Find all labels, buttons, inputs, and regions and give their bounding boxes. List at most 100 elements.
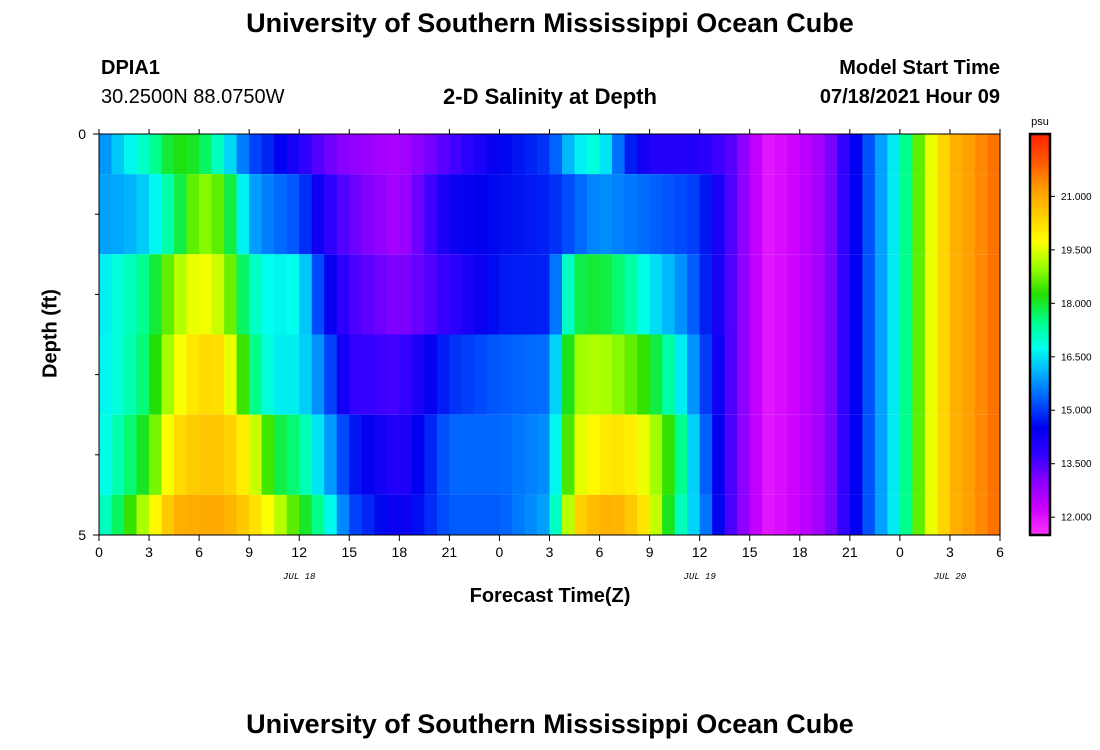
heatmap-cell	[974, 174, 989, 255]
heatmap-cell	[111, 334, 125, 415]
heatmap-cell	[962, 134, 976, 175]
heatmap-cell	[136, 414, 150, 495]
heatmap-cell	[887, 174, 901, 255]
heatmap-cell	[111, 254, 125, 335]
heatmap-cell	[199, 134, 213, 175]
heatmap-cell	[549, 254, 563, 335]
heatmap-cell	[637, 414, 651, 495]
heatmap-cell	[111, 414, 125, 495]
heatmap-cell	[674, 414, 688, 495]
heatmap-cells	[99, 134, 1001, 535]
heatmap-cell	[712, 334, 726, 415]
heatmap-cell	[274, 494, 288, 535]
heatmap-cell	[912, 134, 926, 175]
heatmap-cell	[924, 174, 939, 255]
heatmap-cell	[637, 494, 651, 535]
heatmap-cell	[524, 414, 538, 495]
heatmap-cell	[249, 134, 263, 175]
heatmap-cell	[499, 174, 513, 255]
heatmap-cell	[449, 254, 463, 335]
heatmap-cell	[637, 134, 651, 175]
heatmap-cell	[787, 174, 801, 255]
heatmap-cell	[99, 134, 113, 175]
heatmap-cell	[461, 494, 476, 535]
colorbar-label: 13.500	[1061, 459, 1092, 470]
heatmap-cell	[474, 494, 488, 535]
heatmap-cell	[411, 494, 425, 535]
heatmap-cell	[899, 494, 913, 535]
heatmap-cell	[899, 414, 913, 495]
heatmap-cell	[912, 494, 926, 535]
heatmap-cell	[837, 414, 851, 495]
heatmap-cell	[687, 254, 701, 335]
heatmap-cell	[324, 134, 338, 175]
heatmap-cell	[411, 414, 425, 495]
heatmap-cell	[974, 254, 989, 335]
heatmap-cell	[486, 334, 501, 415]
heatmap-cell	[236, 414, 250, 495]
heatmap-cell	[386, 254, 400, 335]
heatmap-cell	[724, 134, 738, 175]
heatmap-cell	[311, 174, 325, 255]
heatmap-cell	[136, 254, 150, 335]
heatmap-cell	[349, 494, 363, 535]
heatmap-cell	[349, 134, 363, 175]
heatmap-cell	[737, 414, 751, 495]
x-axis-label: Forecast Time(Z)	[469, 585, 631, 607]
heatmap-cell	[361, 414, 375, 495]
heatmap-cell	[274, 134, 288, 175]
heatmap-cell	[987, 414, 1001, 495]
heatmap-cell	[562, 134, 576, 175]
heatmap-cell	[624, 414, 638, 495]
heatmap-cell	[599, 254, 613, 335]
heatmap-cell	[749, 134, 763, 175]
heatmap-cell	[849, 494, 863, 535]
heatmap-cell	[436, 414, 450, 495]
heatmap-cell	[349, 334, 363, 415]
heatmap-cell	[824, 334, 838, 415]
heatmap-cell	[299, 414, 313, 495]
heatmap-cell	[274, 334, 288, 415]
heatmap-cell	[549, 334, 563, 415]
plot-title: 2-D Salinity at Depth	[443, 84, 657, 109]
heatmap-cell	[887, 334, 901, 415]
heatmap-cell	[712, 174, 726, 255]
heatmap-cell	[724, 494, 738, 535]
heatmap-cell	[224, 414, 238, 495]
heatmap-cell	[199, 414, 213, 495]
heatmap-cell	[111, 134, 125, 175]
heatmap-cell	[411, 254, 425, 335]
heatmap-cell	[149, 494, 163, 535]
x-tick-label: 12	[692, 544, 708, 560]
heatmap-cell	[524, 174, 538, 255]
heatmap-cell	[511, 414, 526, 495]
heatmap-cell	[324, 494, 338, 535]
heatmap-cell	[824, 414, 838, 495]
heatmap-cell	[837, 334, 851, 415]
heatmap-cell	[374, 414, 388, 495]
heatmap-cell	[899, 134, 913, 175]
heatmap-cell	[699, 414, 713, 495]
heatmap-cell	[499, 334, 513, 415]
heatmap-cell	[236, 334, 250, 415]
heatmap-cell	[749, 334, 763, 415]
heatmap-cell	[149, 414, 163, 495]
heatmap-cell	[587, 334, 601, 415]
heatmap-cell	[424, 134, 438, 175]
heatmap-cell	[511, 494, 526, 535]
heatmap-cell	[762, 334, 776, 415]
heatmap-cell	[574, 134, 588, 175]
heatmap-cell	[987, 494, 1001, 535]
heatmap-cell	[449, 134, 463, 175]
heatmap-cell	[261, 334, 275, 415]
heatmap-cell	[574, 174, 588, 255]
heatmap-cell	[924, 334, 939, 415]
heatmap-cell	[474, 174, 488, 255]
heatmap-cell	[937, 414, 951, 495]
heatmap-cell	[824, 134, 838, 175]
heatmap-cell	[236, 254, 250, 335]
heatmap-cell	[562, 174, 576, 255]
heatmap-cell	[386, 174, 400, 255]
x-tick-label: 15	[341, 544, 357, 560]
heatmap-cell	[837, 254, 851, 335]
